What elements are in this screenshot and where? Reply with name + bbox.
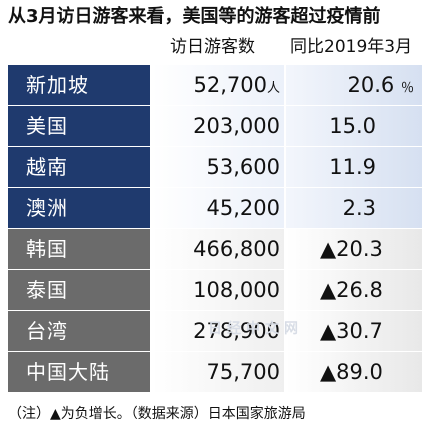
table-row: 越南 53,600 11.9 [8,147,422,187]
table-row: 中国大陆 75,700 ▲89.0 [8,352,422,392]
yoy-rate: 2.3 [286,188,422,228]
visitor-count: 203,000 [152,106,284,146]
visitor-count: 53,600 [152,147,284,187]
visitor-count: 466,800 [152,229,284,269]
page-title: 从3月访日游客来看，美国等的游客超过疫情前 [8,6,381,27]
country-label: 中国大陆 [8,352,150,392]
yoy-rate: 15.0 [286,106,422,146]
country-label: 美国 [8,106,150,146]
table-row: 新加坡 52,700人 20.6 ％ [8,65,422,105]
visitor-table: 新加坡 52,700人 20.6 ％ 美国 203,000 15.0 越南 53… [8,65,422,393]
column-header-yoy: 同比2019年3月 [290,37,413,57]
country-label: 越南 [8,147,150,187]
yoy-rate-value: 2.3 [342,196,376,220]
table-row: 澳洲 45,200 2.3 [8,188,422,228]
yoy-rate: ▲20.3 [286,229,422,269]
country-label: 泰国 [8,270,150,310]
yoy-rate-value: 15.0 [329,114,376,138]
yoy-rate-value: 11.9 [329,155,376,179]
yoy-rate-value: ▲26.8 [320,278,383,302]
table-row: 韩国 466,800 ▲20.3 [8,229,422,269]
visitor-count-value: 108,000 [193,278,280,302]
visitor-count: 52,700人 [152,65,284,105]
column-header-visitors: 访日游客数 [170,37,255,57]
yoy-rate: 20.6 ％ [286,65,422,105]
watermark: 日经中文网 [208,321,303,337]
yoy-rate: ▲30.7 [286,311,422,351]
visitor-count-value: 53,600 [206,155,280,179]
yoy-rate: ▲26.8 [286,270,422,310]
visitor-count-value: 203,000 [193,114,280,138]
country-label: 韩国 [8,229,150,269]
yoy-rate-value: ▲89.0 [320,360,383,384]
visitor-unit: 人 [266,81,280,96]
visitor-count: 45,200 [152,188,284,228]
country-label: 台湾 [8,311,150,351]
visitor-count: 108,000 [152,270,284,310]
visitor-count-value: 278,900 [193,319,280,343]
visitor-count-value: 75,700 [206,360,280,384]
yoy-rate: 11.9 [286,147,422,187]
table-row: 泰国 108,000 ▲26.8 [8,270,422,310]
visitor-count: 75,700 [152,352,284,392]
visitor-count: 278,900 [152,311,284,351]
visitor-count-value: 466,800 [193,237,280,261]
yoy-rate-unit: ％ [400,81,414,96]
visitor-count-value: 45,200 [206,196,280,220]
country-label: 新加坡 [8,65,150,105]
yoy-rate-value: ▲30.7 [320,319,383,343]
yoy-rate: ▲89.0 [286,352,422,392]
table-row: 美国 203,000 15.0 [8,106,422,146]
visitor-count-value: 52,700 [193,73,267,97]
yoy-rate-value: ▲20.3 [320,237,383,261]
footnote: （注）▲为负增长。（数据来源）日本国家旅游局 [8,406,306,422]
table-row: 台湾 278,900 ▲30.7 [8,311,422,351]
country-label: 澳洲 [8,188,150,228]
yoy-rate-value: 20.6 [347,73,395,97]
